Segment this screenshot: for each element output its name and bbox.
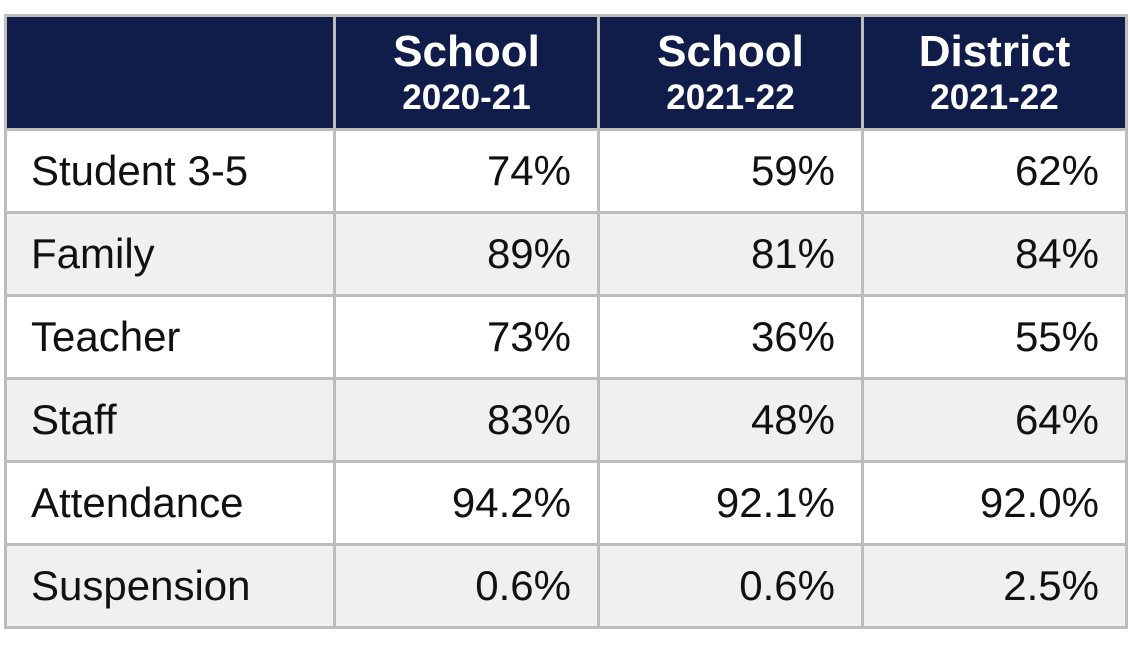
column-header: District 2021-22 [861, 14, 1128, 131]
column-year: 2021-22 [666, 77, 795, 117]
cell-value: 64% [861, 377, 1128, 463]
header-row: School 2020-21 School 2021-22 District 2021-2… [4, 14, 1128, 131]
cell-value: 0.6% [333, 543, 600, 629]
cell-value: 55% [861, 294, 1128, 380]
column-year: 2020-21 [402, 77, 531, 117]
header-corner [4, 14, 336, 131]
table-row: Attendance 94.2% 92.1% 92.0% [4, 460, 1128, 546]
cell-value: 0.6% [597, 543, 864, 629]
column-title: School [657, 27, 804, 77]
column-header: School 2021-22 [597, 14, 864, 131]
cell-value: 74% [333, 128, 600, 214]
column-year: 2021-22 [930, 77, 1059, 117]
table-row: Teacher 73% 36% 55% [4, 294, 1128, 380]
cell-value: 89% [333, 211, 600, 297]
column-title: District [918, 27, 1071, 77]
cell-value: 92.1% [597, 460, 864, 546]
cell-value: 81% [597, 211, 864, 297]
row-label: Teacher [4, 294, 336, 380]
column-title: School [393, 27, 540, 77]
column-header: School 2020-21 [333, 14, 600, 131]
table-row: Family 89% 81% 84% [4, 211, 1128, 297]
cell-value: 2.5% [861, 543, 1128, 629]
table-row: Staff 83% 48% 64% [4, 377, 1128, 463]
cell-value: 48% [597, 377, 864, 463]
table-row: Student 3-5 74% 59% 62% [4, 128, 1128, 214]
cell-value: 92.0% [861, 460, 1128, 546]
cell-value: 84% [861, 211, 1128, 297]
row-label: Staff [4, 377, 336, 463]
table-body: Student 3-5 74% 59% 62% Family 89% 81% 84% Teach… [4, 128, 1128, 629]
row-label: Suspension [4, 543, 336, 629]
cell-value: 62% [861, 128, 1128, 214]
cell-value: 94.2% [333, 460, 600, 546]
table-row: Suspension 0.6% 0.6% 2.5% [4, 543, 1128, 629]
row-label: Attendance [4, 460, 336, 546]
cell-value: 59% [597, 128, 864, 214]
data-table: School 2020-21 School 2021-22 District 2021-2… [4, 14, 1128, 629]
cell-value: 73% [333, 294, 600, 380]
cell-value: 36% [597, 294, 864, 380]
row-label: Student 3-5 [4, 128, 336, 214]
cell-value: 83% [333, 377, 600, 463]
row-label: Family [4, 211, 336, 297]
